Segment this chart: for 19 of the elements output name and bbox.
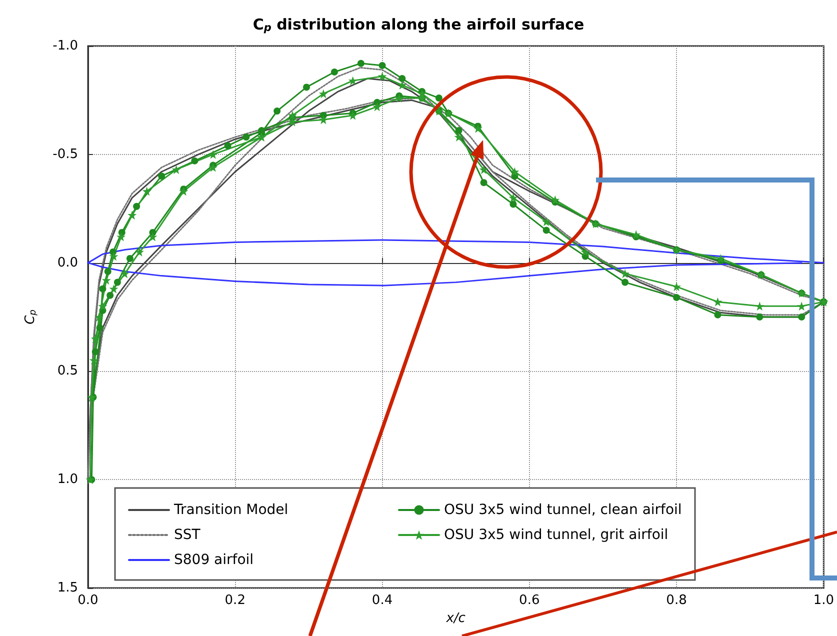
legend-label: SST — [174, 527, 201, 543]
y-tick-label: 0.5 — [57, 364, 78, 379]
legend-label: OSU 3x5 wind tunnel, grit airfoil — [444, 527, 668, 543]
x-tick-label: 0.4 — [372, 593, 393, 608]
y-tick-label: 1.0 — [57, 472, 78, 488]
y-tick-label: -1.0 — [52, 38, 78, 54]
x-tick-label: 0.0 — [78, 593, 98, 608]
legend-label: Transition Model — [173, 502, 288, 518]
x-axis-title: x/c — [445, 611, 466, 626]
y-tick-label: 1.5 — [57, 580, 78, 596]
legend-label: S809 airfoil — [174, 552, 254, 568]
x-tick-label: 0.8 — [666, 593, 687, 608]
legend-label: OSU 3x5 wind tunnel, clean airfoil — [444, 502, 682, 518]
y-tick-label: -0.5 — [52, 146, 78, 162]
x-tick-label: 1.0 — [813, 593, 834, 608]
x-tick-label: 0.6 — [519, 593, 540, 608]
x-tick-label: 0.2 — [224, 593, 246, 608]
y-axis-title: Cp — [22, 309, 38, 324]
y-tick-label: 0.0 — [57, 255, 78, 270]
